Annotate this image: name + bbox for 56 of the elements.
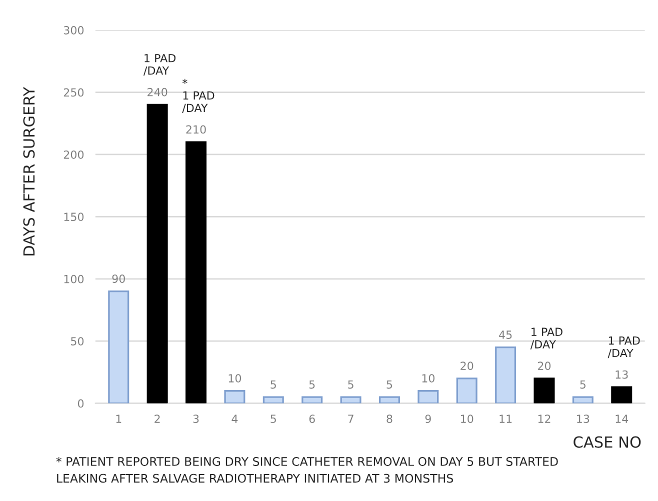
bar bbox=[224, 390, 246, 404]
data-label: 90 bbox=[112, 274, 125, 283]
bar bbox=[456, 378, 478, 404]
data-label: 10 bbox=[422, 374, 434, 382]
y-tick-label: 300 bbox=[64, 26, 84, 34]
data-label: 5 bbox=[580, 380, 586, 389]
bar bbox=[340, 396, 362, 404]
x-tick-label: 13 bbox=[577, 414, 590, 424]
bar bbox=[262, 396, 284, 404]
y-tick-label: 150 bbox=[64, 212, 84, 222]
bar bbox=[534, 378, 555, 404]
bar bbox=[378, 396, 400, 404]
annotation: 1 PAD /DAY bbox=[608, 336, 640, 358]
data-label: 20 bbox=[460, 362, 474, 370]
bar bbox=[572, 396, 594, 404]
data-label: 5 bbox=[386, 380, 392, 389]
x-tick-label: 6 bbox=[309, 414, 315, 424]
y-tick-label: 50 bbox=[71, 337, 84, 346]
x-tick-label: 2 bbox=[154, 414, 160, 423]
bar bbox=[495, 346, 516, 404]
bar bbox=[108, 290, 130, 404]
x-axis-title: CASE NO bbox=[574, 436, 641, 448]
data-label: 210 bbox=[186, 125, 206, 134]
text: * PATIENT REPORTED BEING DRY SINCE CATHETER REMOVAL ON DAY 5 BUT STARTED LEAKING AFTER SALVAGE RADIOTHERAPY INITIATED AT 3 MONSTHS bbox=[56, 457, 558, 483]
y-axis-title: DAYS AFTER SURGERY bbox=[23, 86, 35, 256]
annotation: 1 PAD /DAY bbox=[530, 328, 562, 350]
y-tick-label: 250 bbox=[64, 88, 84, 97]
data-label: 20 bbox=[538, 362, 551, 370]
x-tick-label: 9 bbox=[425, 414, 431, 424]
bar bbox=[302, 396, 323, 404]
bar bbox=[611, 386, 632, 404]
data-label: 5 bbox=[270, 380, 276, 389]
y-tick-label: 0 bbox=[78, 399, 84, 408]
y-tick-label: 200 bbox=[64, 150, 84, 159]
data-label: 45 bbox=[499, 330, 512, 339]
data-label: 13 bbox=[616, 370, 628, 379]
x-tick-label: 11 bbox=[500, 414, 512, 423]
x-tick-label: 8 bbox=[386, 414, 392, 424]
data-label: 5 bbox=[309, 380, 315, 389]
annotation: * 1 PAD /DAY bbox=[182, 78, 214, 113]
bar bbox=[418, 390, 439, 404]
x-tick-label: 7 bbox=[348, 414, 354, 423]
x-tick-label: 1 bbox=[116, 414, 122, 423]
data-label: 5 bbox=[348, 380, 354, 389]
data-label: 240 bbox=[148, 88, 168, 96]
bar bbox=[146, 104, 168, 404]
x-tick-label: 3 bbox=[193, 414, 199, 424]
data-label: 10 bbox=[228, 374, 242, 382]
bar bbox=[186, 141, 207, 404]
x-tick-label: 5 bbox=[270, 414, 276, 424]
x-tick-label: 4 bbox=[232, 414, 238, 423]
y-tick-label: 100 bbox=[64, 274, 84, 284]
x-tick-label: 10 bbox=[461, 414, 474, 424]
x-tick-label: 12 bbox=[538, 414, 550, 423]
annotation: 1 PAD /DAY bbox=[143, 54, 176, 76]
x-tick-label: 14 bbox=[616, 414, 628, 423]
